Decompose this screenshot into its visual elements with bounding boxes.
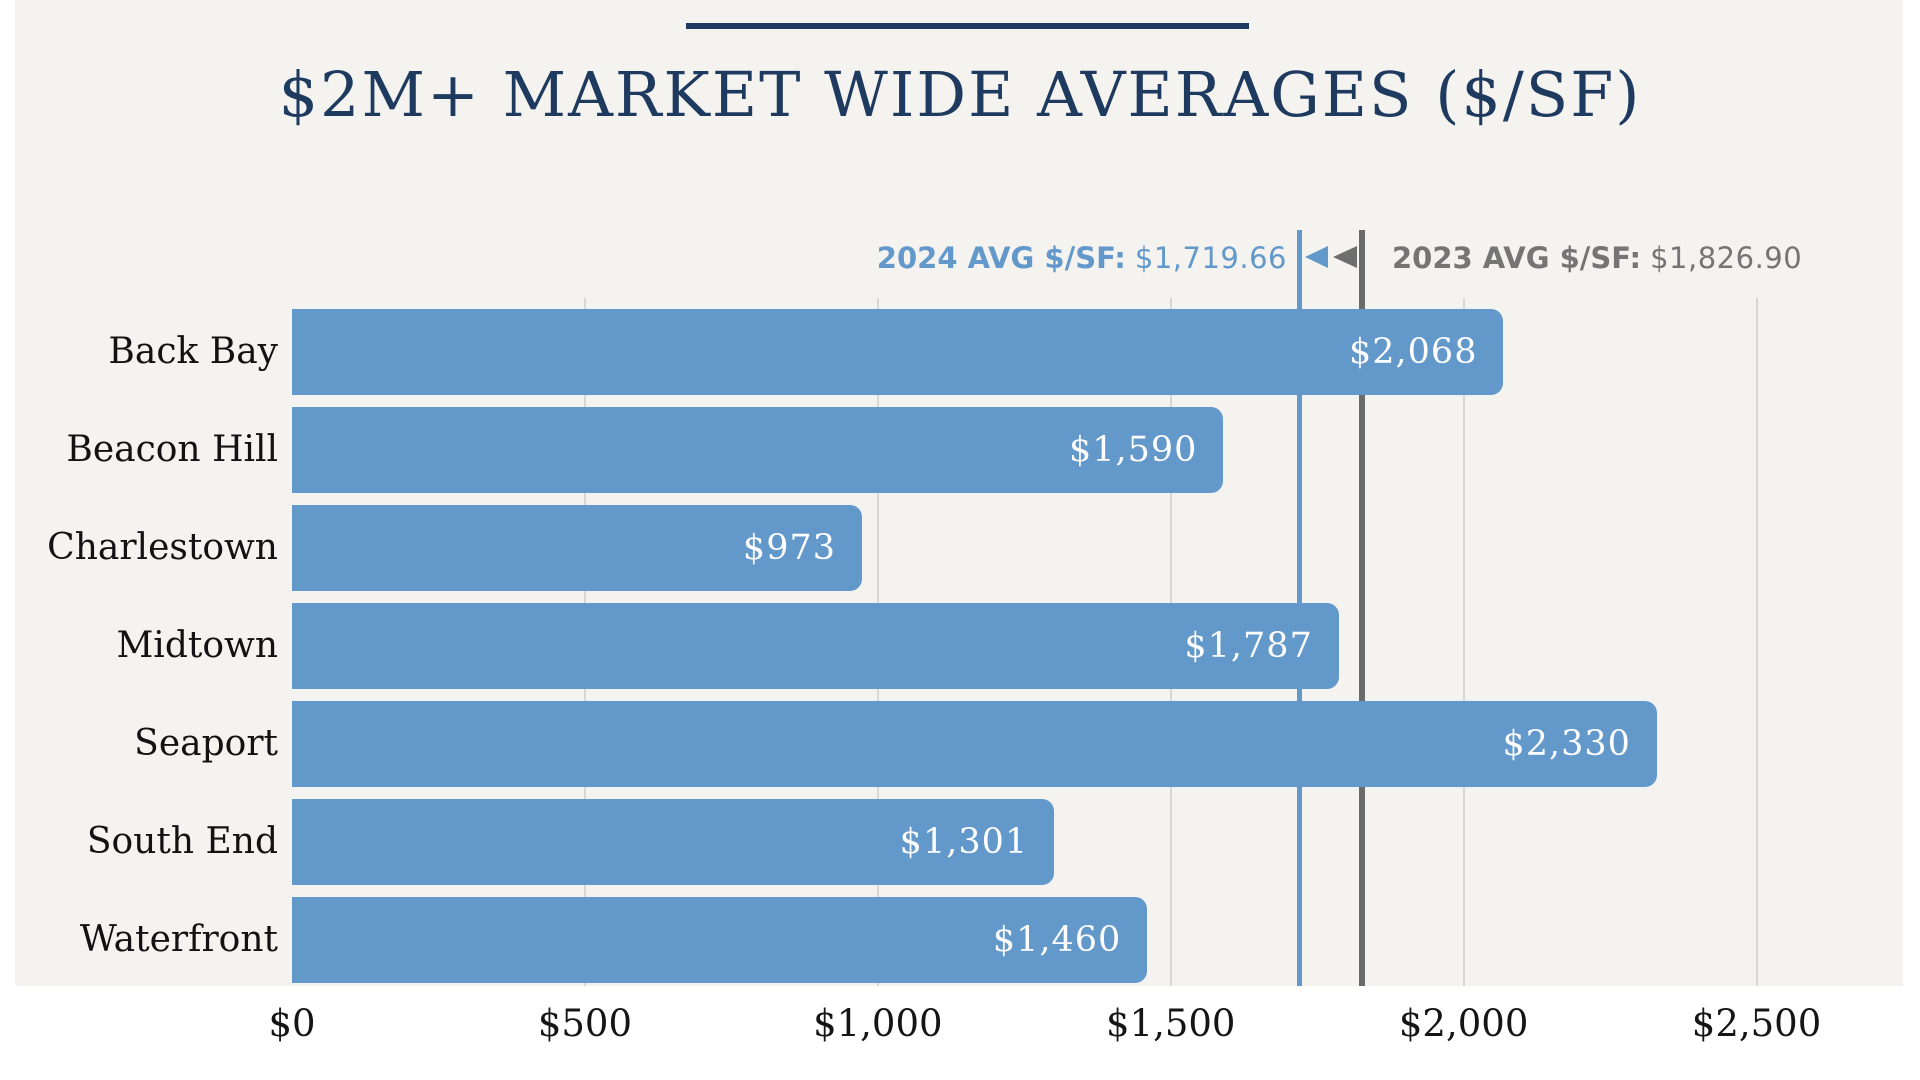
category-label: Waterfront — [79, 919, 278, 960]
bar-value-label: $2,068 — [1349, 332, 1478, 372]
bar: $2,330 — [292, 701, 1657, 787]
bar-value-label: $1,301 — [899, 822, 1029, 862]
bar: $1,301 — [292, 799, 1055, 885]
category-label: Beacon Hill — [66, 429, 278, 470]
bar-row: $1,787 — [292, 603, 1903, 689]
category-label: Midtown — [116, 625, 278, 666]
x-tick-label: $1,000 — [813, 1002, 943, 1045]
bar-value-label: $973 — [742, 528, 836, 568]
bar: $1,590 — [292, 407, 1224, 493]
legend-2024-value: $1,719.66 — [1134, 241, 1287, 275]
bar-value-label: $1,460 — [992, 920, 1122, 960]
bar-row: $2,068 — [292, 309, 1903, 395]
reference-line-2023 — [1359, 230, 1366, 986]
category-label: South End — [86, 821, 278, 862]
left-arrow-icon — [1333, 246, 1357, 268]
bar-row: $1,590 — [292, 407, 1903, 493]
bar: $973 — [292, 505, 862, 591]
x-tick-label: $500 — [537, 1002, 632, 1045]
legend-2023-label: 2023 AVG $/SF: — [1392, 241, 1642, 275]
bar-row: $973 — [292, 505, 1903, 591]
bar-row: $1,460 — [292, 897, 1903, 983]
bar-row: $2,330 — [292, 701, 1903, 787]
chart-title: $2M+ MARKET WIDE AVERAGES ($/SF) — [278, 58, 1642, 131]
bar-value-label: $2,330 — [1502, 724, 1631, 764]
gridline — [1462, 298, 1465, 986]
legend-2023-value: $1,826.90 — [1650, 241, 1803, 275]
bars-layer: $2,068 $1,590 $973 $1,787 $2,330 $1,301 $1,460 — [292, 309, 1903, 986]
bar-row: $1,301 — [292, 799, 1903, 885]
category-label: Charlestown — [47, 527, 278, 568]
legend-2024: 2024 AVG $/SF: $1,719.66 — [877, 240, 1287, 276]
legend-2023: 2023 AVG $/SF: $1,826.90 — [1392, 240, 1802, 276]
bar: $1,787 — [292, 603, 1339, 689]
x-tick-label: $1,500 — [1105, 1002, 1236, 1045]
x-tick-label: $2,000 — [1398, 1002, 1529, 1045]
gridline — [1755, 298, 1758, 986]
bar-value-label: $1,787 — [1184, 626, 1313, 666]
x-axis: $0 $500 $1,000 $1,500 $2,000 $2,500 — [0, 998, 1920, 1054]
bar: $2,068 — [292, 309, 1504, 395]
title-rule — [686, 23, 1249, 29]
bar-value-label: $1,590 — [1068, 430, 1198, 470]
bar: $1,460 — [292, 897, 1148, 983]
left-arrow-icon — [1305, 246, 1328, 268]
legend-2024-label: 2024 AVG $/SF: — [876, 241, 1126, 275]
category-label: Seaport — [134, 723, 278, 764]
category-label: Back Bay — [108, 331, 278, 372]
x-tick-label: $0 — [268, 1002, 316, 1045]
x-tick-label: $2,500 — [1691, 1002, 1822, 1045]
